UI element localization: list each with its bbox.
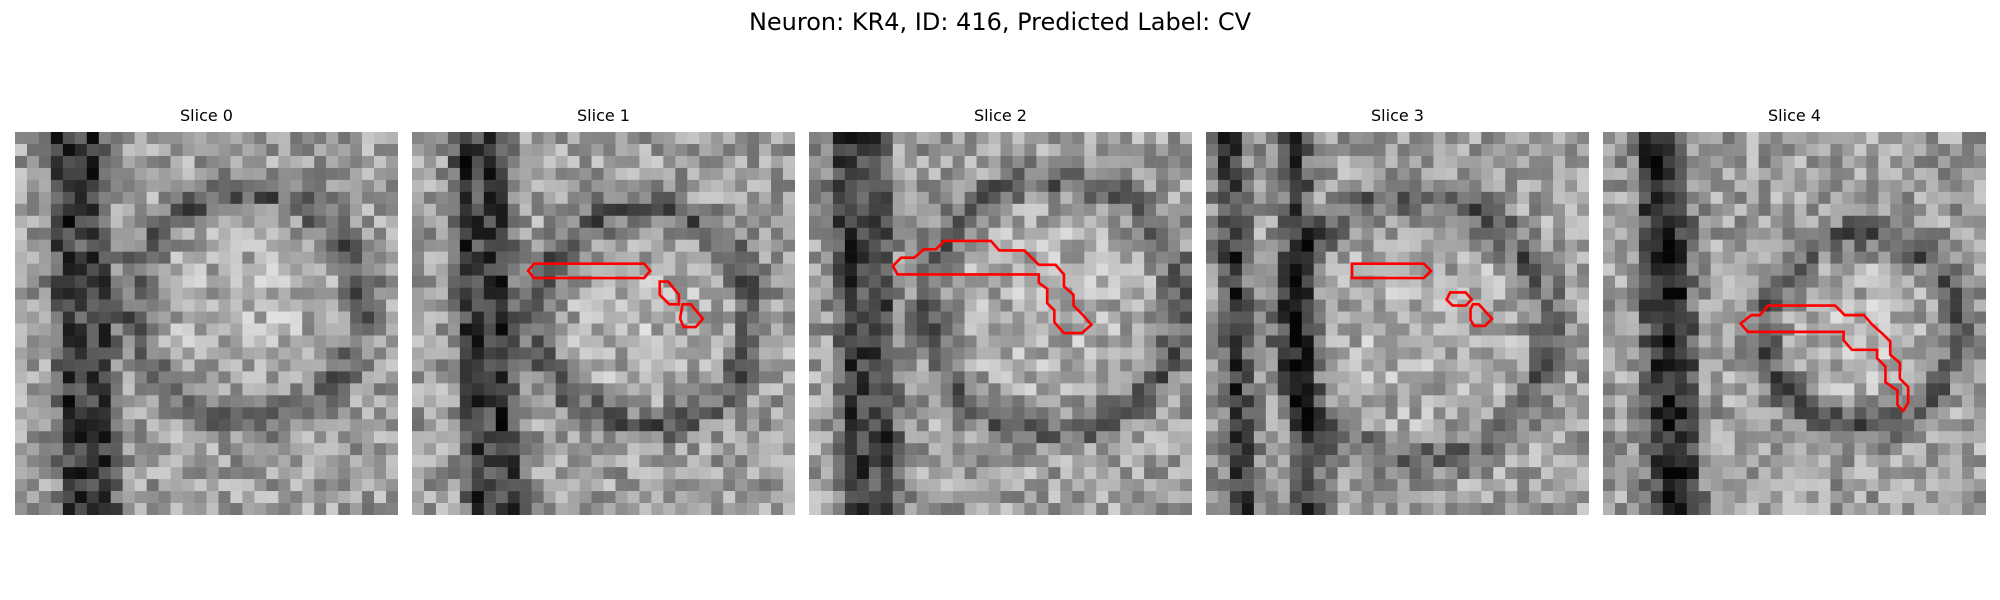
slice-title: Slice 4 [1768,106,1821,125]
microscopy-slice-image [15,132,398,515]
segmentation-contour [526,262,652,280]
microscopy-slice-image [1603,132,1986,515]
microscopy-slice-image [1206,132,1589,515]
figure-title: Neuron: KR4, ID: 416, Predicted Label: C… [748,8,1252,36]
segmentation-contour [1469,303,1494,328]
segmentation-contour [658,280,681,306]
segmentation-contour [1738,304,1910,414]
segmentation-contour [891,239,1094,335]
segmentation-contour [1350,262,1433,280]
segmentation-contour [1444,291,1474,307]
microscopy-slice-image [412,132,795,515]
microscopy-slice-image [809,132,1192,515]
slice-title: Slice 3 [1371,106,1424,125]
slice-title: Slice 2 [974,106,1027,125]
segmentation-contour [678,303,705,329]
slice-title: Slice 1 [577,106,630,125]
slice-title: Slice 0 [180,106,233,125]
